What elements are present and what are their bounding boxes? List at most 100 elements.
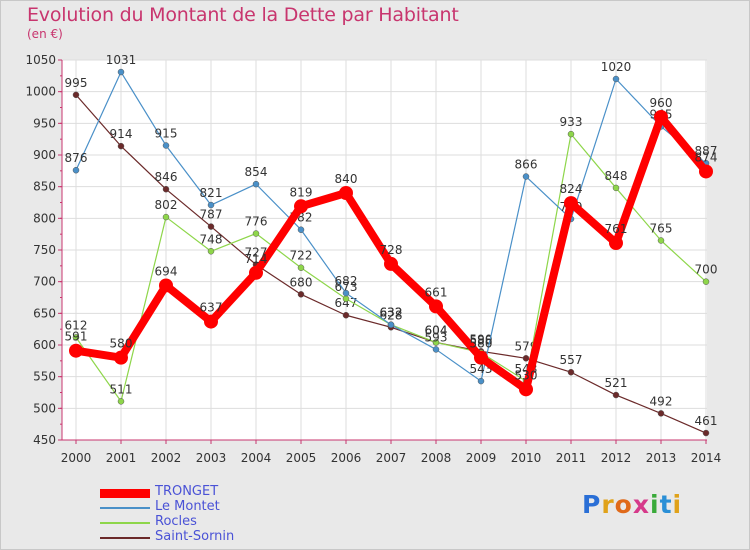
x-tick-label: 2010 bbox=[511, 451, 542, 465]
data-label: 824 bbox=[560, 182, 583, 196]
data-point bbox=[612, 184, 620, 192]
data-point bbox=[69, 343, 83, 358]
data-label: 960 bbox=[650, 96, 673, 110]
data-point bbox=[657, 237, 665, 244]
legend-label: Saint-Sornin bbox=[155, 529, 235, 544]
x-tick-label: 2005 bbox=[286, 451, 317, 465]
data-label: 492 bbox=[650, 394, 673, 408]
data-point bbox=[207, 201, 215, 209]
data-label: 1020 bbox=[601, 60, 632, 74]
data-point bbox=[72, 166, 80, 174]
data-label: 874 bbox=[695, 150, 718, 164]
legend-swatch bbox=[100, 522, 150, 524]
data-point bbox=[477, 377, 485, 385]
legend-swatch bbox=[100, 507, 150, 509]
y-tick-label: 1050 bbox=[25, 53, 56, 67]
data-point bbox=[207, 248, 215, 255]
data-point bbox=[252, 180, 260, 188]
data-point bbox=[114, 350, 128, 365]
y-tick-label: 950 bbox=[33, 116, 56, 130]
data-point bbox=[72, 91, 80, 99]
data-label: 580 bbox=[110, 337, 133, 351]
data-label: 1031 bbox=[106, 53, 137, 67]
data-label: 612 bbox=[65, 318, 88, 332]
data-point bbox=[522, 355, 530, 362]
data-label: 915 bbox=[155, 127, 178, 141]
data-point bbox=[117, 142, 125, 150]
data-point bbox=[297, 226, 305, 233]
legend-swatch bbox=[100, 537, 150, 539]
legend-label: TRONGET bbox=[155, 484, 219, 499]
proxiti-logo: Proxiti bbox=[582, 490, 682, 519]
data-point bbox=[252, 230, 260, 237]
data-label: 521 bbox=[605, 376, 628, 390]
data-label: 821 bbox=[200, 186, 223, 200]
data-point bbox=[699, 164, 713, 179]
data-point bbox=[72, 334, 80, 341]
data-label: 846 bbox=[155, 170, 178, 184]
data-point bbox=[159, 278, 173, 293]
data-point bbox=[654, 110, 668, 124]
logo-letter: P bbox=[582, 490, 602, 519]
data-point bbox=[564, 196, 578, 211]
data-label: 637 bbox=[200, 301, 223, 315]
x-tick-label: 2014 bbox=[691, 451, 722, 465]
data-point bbox=[387, 321, 395, 328]
data-label: 530 bbox=[515, 368, 538, 382]
logo-letter: i bbox=[672, 490, 683, 519]
legend-label: Le Montet bbox=[155, 499, 220, 514]
data-label: 887 bbox=[695, 144, 718, 158]
data-label: 590 bbox=[470, 332, 493, 346]
data-point bbox=[117, 398, 125, 405]
x-tick-label: 2002 bbox=[151, 451, 182, 465]
data-label: 661 bbox=[425, 285, 448, 299]
y-tick-label: 1000 bbox=[25, 85, 56, 99]
data-point bbox=[342, 295, 350, 303]
legend-swatch bbox=[100, 488, 150, 498]
data-point bbox=[702, 278, 710, 285]
x-tick-label: 2009 bbox=[466, 451, 497, 465]
data-point bbox=[297, 264, 305, 271]
data-point bbox=[612, 391, 620, 399]
data-point bbox=[432, 339, 440, 346]
data-point bbox=[384, 256, 398, 271]
data-point bbox=[702, 429, 710, 437]
data-point bbox=[609, 236, 623, 251]
data-label: 591 bbox=[65, 330, 88, 344]
data-label: 580 bbox=[470, 337, 493, 351]
data-label: 728 bbox=[380, 243, 403, 257]
x-tick-label: 2006 bbox=[331, 451, 362, 465]
logo-letter: i bbox=[650, 490, 660, 519]
y-tick-label: 600 bbox=[33, 338, 56, 352]
data-point bbox=[429, 299, 443, 314]
logo-letter: r bbox=[601, 490, 615, 519]
data-label: 727 bbox=[245, 246, 268, 260]
logo-letter: o bbox=[614, 490, 633, 519]
legend-label: Rocles bbox=[155, 514, 197, 529]
data-point bbox=[339, 186, 353, 200]
data-point bbox=[162, 213, 170, 221]
data-label: 995 bbox=[65, 76, 88, 90]
data-label: 511 bbox=[110, 382, 133, 396]
data-label: 848 bbox=[605, 169, 628, 183]
data-label: 680 bbox=[290, 275, 313, 289]
data-label: 647 bbox=[335, 296, 358, 310]
chart-title: Evolution du Montant de la Dette par Hab… bbox=[27, 4, 459, 26]
data-label: 588 bbox=[470, 334, 493, 348]
data-label: 604 bbox=[425, 323, 448, 337]
data-label: 765 bbox=[650, 222, 673, 236]
data-label: 673 bbox=[335, 280, 358, 294]
x-tick-label: 2004 bbox=[241, 451, 272, 465]
data-label: 722 bbox=[290, 249, 313, 263]
y-tick-label: 650 bbox=[33, 306, 56, 320]
data-point bbox=[474, 350, 488, 365]
logo-letter: t bbox=[659, 490, 673, 519]
data-point bbox=[207, 223, 215, 230]
x-tick-label: 2007 bbox=[376, 451, 407, 465]
data-label: 914 bbox=[110, 127, 133, 141]
data-label: 933 bbox=[560, 115, 583, 129]
x-tick-label: 2008 bbox=[421, 451, 452, 465]
data-label: 748 bbox=[200, 232, 223, 246]
data-label: 776 bbox=[245, 215, 268, 229]
data-label: 682 bbox=[335, 274, 358, 288]
